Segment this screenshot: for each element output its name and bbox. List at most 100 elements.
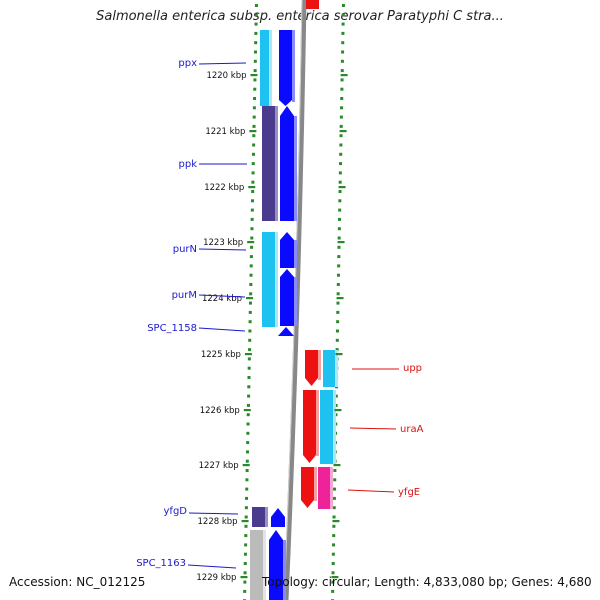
ppk-gene-shadow [275,106,278,221]
right-tick-dot [339,152,343,156]
left-tick-dot [249,292,253,296]
left-tick-dot [249,255,253,259]
left-tick-dot [250,227,254,231]
left-tick-dot [244,524,248,528]
left-tick-dot [251,180,255,184]
right-tick-dot [339,143,343,147]
right-tick-dot [336,301,340,305]
left-tick-dot [249,283,253,286]
axis-tick-label: 1224 kbp [202,294,242,304]
left-tick-dot [245,450,249,454]
axis-tick-label: 1228 kbp [198,517,238,527]
left-tick-dot [246,422,250,426]
left-major-tick [244,353,252,356]
right-tick-dot [338,180,342,184]
axis-tick-labels: 1220 kbp 1221 kbp 1222 kbp 1223 kbp 1224 kbp… [196,71,348,583]
gray-gene-shadow [263,530,266,600]
purN-cds-highlight [294,240,297,268]
left-major-tick [243,409,251,412]
right-tick-dot [341,41,345,45]
left-major-tick [242,464,250,467]
right-tick-dot [336,310,340,314]
axis-tick-label: 1227 kbp [199,461,239,471]
upp-gene-shadow [335,350,338,387]
spc1158-cds-arrow [278,327,294,336]
right-tick-dot [340,106,344,110]
left-tick-line [243,4,258,600]
right-tick-dot [331,571,335,575]
axis-tick-label: 1225 kbp [201,350,241,360]
right-tick-dot [331,580,335,584]
gene-leader-line [198,248,247,251]
axis-tick-label: 1226 kbp [200,406,240,416]
right-tick-dot [332,543,336,547]
left-tick-dot [253,87,257,91]
right-tick-dot [333,478,337,482]
right-tick-dot [341,22,345,26]
spc1163-cds-arrow [269,530,283,600]
purN-gene-block [262,232,275,327]
left-tick-dot [252,124,256,128]
gene-label-uraA: uraA [400,424,424,435]
left-tick-dot [249,273,253,277]
left-tick-dot [252,106,256,110]
yfgE-cds-arrow [301,467,314,508]
left-tick-dot [251,199,255,203]
left-tick-dot [250,245,254,249]
left-tick-dot [248,301,252,305]
topology-text: Topology: circular; Length: 4,833,080 bp… [262,575,592,589]
right-major-tick [335,353,343,356]
gene-label-ppx: ppx [178,58,197,69]
right-tick-dot [331,552,335,556]
uraA-gene-shadow [333,390,336,464]
left-tick-dot [248,338,252,342]
left-tick-dot [248,329,252,333]
left-tick-dot [251,162,255,166]
left-tick-dot [245,487,249,491]
right-major-tick [333,464,341,467]
right-major-tick [339,130,347,133]
right-tick-dot [332,506,336,510]
right-tick-dot [334,403,338,407]
ppk-gene-block [262,106,275,221]
gene-label-SPC_1163: SPC_1163 [136,558,186,569]
left-tick-dot [243,552,247,556]
right-tick-dot [339,124,343,128]
left-tick-dot [251,190,255,193]
ppx-gene-shadow [269,30,272,106]
yfgE-cds-highlight [314,467,317,501]
left-tick-dot [246,403,250,407]
gene-label-SPC_1158: SPC_1158 [147,323,197,334]
left-tick-dot [244,543,248,547]
right-major-tick [336,297,344,300]
right-tick-dot [338,217,342,221]
left-tick-dot [246,413,250,417]
left-tick-dot [248,348,252,352]
right-tick-dot [335,348,339,352]
left-tick-dot [253,69,257,73]
axis-tick-label: 1220 kbp [206,71,246,81]
left-major-tick [247,241,255,244]
right-tick-dot [336,292,340,296]
right-tick-dot [331,589,335,593]
right-tick-dot [339,162,343,166]
left-tick-dot [243,562,247,565]
right-tick-dot [340,87,344,91]
right-tick-dot [337,245,341,249]
right-tick-dot [339,115,343,119]
left-tick-dot [254,22,258,26]
right-tick-dot [336,320,340,324]
left-tick-dot [253,78,257,82]
right-tick-dot [341,31,345,35]
right-major-tick [338,186,346,189]
gene-label-ppk: ppk [179,159,198,170]
left-tick-dot [253,97,257,100]
purN-cds-arrow [280,232,294,268]
gene-leader-line [187,564,237,569]
right-tick-dot [338,199,342,203]
gene-leader-line [198,294,246,298]
right-tick-line [331,4,345,600]
